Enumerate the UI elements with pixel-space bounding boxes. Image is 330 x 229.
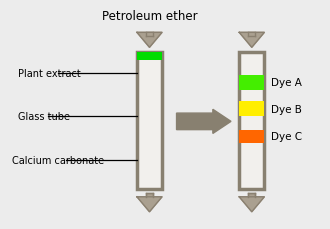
Bar — [239, 102, 264, 117]
Text: Plant extract: Plant extract — [18, 68, 81, 78]
Bar — [239, 53, 264, 189]
Text: Petroleum ether: Petroleum ether — [102, 10, 197, 23]
Bar — [239, 131, 264, 143]
Bar — [137, 53, 162, 189]
Bar — [248, 33, 255, 37]
Text: Dye A: Dye A — [271, 78, 302, 88]
Bar — [239, 76, 264, 90]
Bar — [137, 53, 162, 61]
Polygon shape — [239, 33, 264, 48]
Bar — [146, 33, 153, 37]
Polygon shape — [137, 33, 162, 48]
Text: Glass tube: Glass tube — [18, 112, 70, 122]
Bar — [248, 194, 255, 197]
Bar — [146, 194, 153, 197]
Text: Dye C: Dye C — [271, 132, 302, 142]
FancyArrow shape — [177, 110, 231, 134]
Text: Dye B: Dye B — [271, 104, 302, 114]
Polygon shape — [137, 197, 162, 212]
Polygon shape — [239, 197, 264, 212]
Text: Calcium carbonate: Calcium carbonate — [12, 155, 104, 165]
